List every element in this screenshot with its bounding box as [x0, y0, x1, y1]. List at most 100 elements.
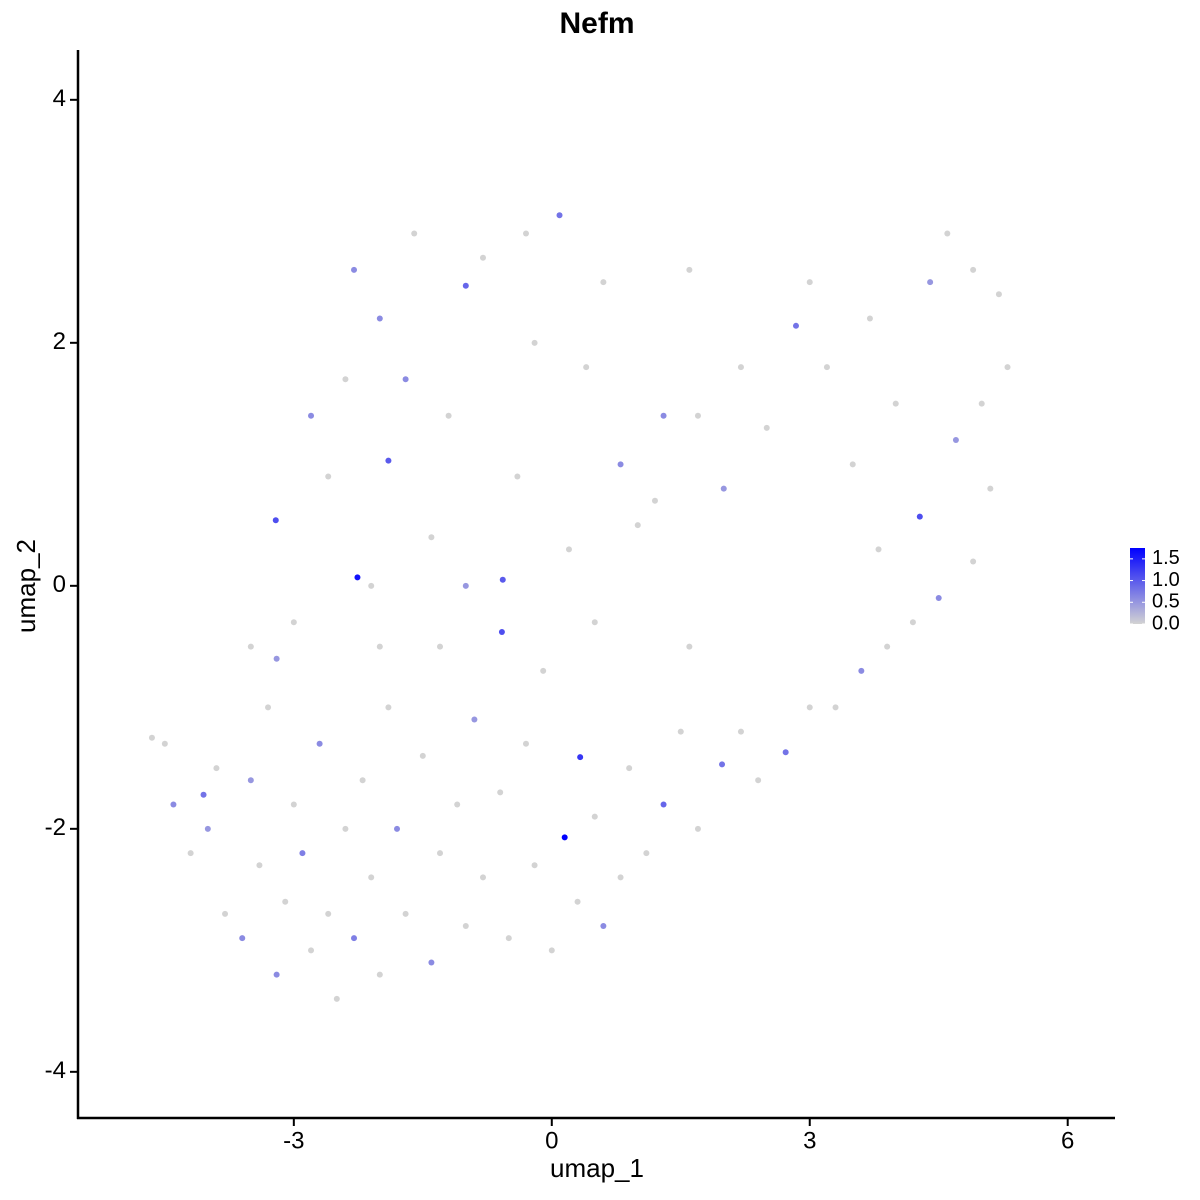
point — [909, 619, 916, 626]
color-tick-label: 0.0 — [1152, 612, 1180, 634]
point — [471, 716, 478, 723]
point — [498, 628, 505, 635]
point — [462, 582, 469, 589]
point — [272, 517, 279, 524]
point — [556, 212, 563, 219]
point — [368, 874, 375, 881]
point — [187, 850, 194, 857]
point — [952, 437, 959, 444]
point — [694, 825, 701, 832]
point — [849, 461, 856, 468]
point — [411, 230, 418, 237]
point — [256, 862, 263, 869]
point — [892, 400, 899, 407]
point — [565, 546, 572, 553]
point — [970, 558, 977, 565]
x-axis-title: umap_1 — [550, 1153, 644, 1183]
point — [916, 513, 923, 520]
point — [634, 522, 641, 529]
point — [299, 850, 306, 857]
point — [677, 728, 684, 735]
color-tick-label: 0.5 — [1152, 591, 1180, 613]
point — [1004, 364, 1011, 371]
point — [600, 923, 607, 930]
point — [866, 315, 873, 322]
point — [737, 728, 744, 735]
point — [531, 339, 538, 346]
point — [720, 485, 727, 492]
point — [927, 279, 934, 286]
point — [385, 704, 392, 711]
point — [161, 740, 168, 747]
point — [290, 619, 297, 626]
point — [548, 947, 555, 954]
point — [660, 412, 667, 419]
point — [686, 643, 693, 650]
point — [462, 923, 469, 930]
point — [978, 400, 985, 407]
point — [806, 279, 813, 286]
point — [884, 643, 891, 650]
point — [359, 777, 366, 784]
point — [617, 461, 624, 468]
point — [591, 619, 598, 626]
point — [247, 777, 254, 784]
point — [995, 291, 1002, 298]
point — [806, 704, 813, 711]
point — [239, 935, 246, 942]
point — [583, 364, 590, 371]
point — [935, 594, 942, 601]
point — [737, 364, 744, 371]
point — [479, 254, 486, 261]
point — [247, 643, 254, 650]
point — [428, 959, 435, 966]
point — [719, 761, 726, 768]
point — [342, 376, 349, 383]
point — [782, 749, 789, 756]
point — [200, 791, 207, 798]
color-bar — [1130, 548, 1145, 624]
point — [522, 230, 529, 237]
point — [325, 473, 332, 480]
point — [617, 874, 624, 881]
point — [574, 898, 581, 905]
point — [354, 574, 361, 581]
point — [591, 813, 598, 820]
point — [273, 655, 280, 662]
point — [402, 376, 409, 383]
point — [170, 801, 177, 808]
y-tick-label: 0 — [53, 571, 66, 598]
point — [316, 740, 323, 747]
point — [437, 850, 444, 857]
x-tick-label: 6 — [1061, 1127, 1074, 1154]
point — [763, 424, 770, 431]
point — [333, 995, 340, 1002]
point — [368, 582, 375, 589]
point — [265, 704, 272, 711]
point — [755, 777, 762, 784]
point — [419, 752, 426, 759]
point — [694, 412, 701, 419]
point — [792, 322, 799, 329]
y-tick-label: 4 — [53, 85, 66, 112]
y-tick-label: -2 — [45, 814, 66, 841]
point — [342, 825, 349, 832]
point — [204, 825, 211, 832]
x-tick-label: -3 — [283, 1127, 304, 1154]
point — [479, 874, 486, 881]
x-tick-label: 0 — [545, 1127, 558, 1154]
point — [351, 266, 358, 273]
point — [308, 412, 315, 419]
point — [686, 266, 693, 273]
point — [376, 643, 383, 650]
point — [308, 947, 315, 954]
point — [497, 789, 504, 796]
point — [522, 740, 529, 747]
point — [987, 485, 994, 492]
chart-title: Nefm — [559, 7, 634, 40]
point — [531, 862, 538, 869]
point — [499, 576, 506, 583]
point — [222, 910, 229, 917]
point — [944, 230, 951, 237]
